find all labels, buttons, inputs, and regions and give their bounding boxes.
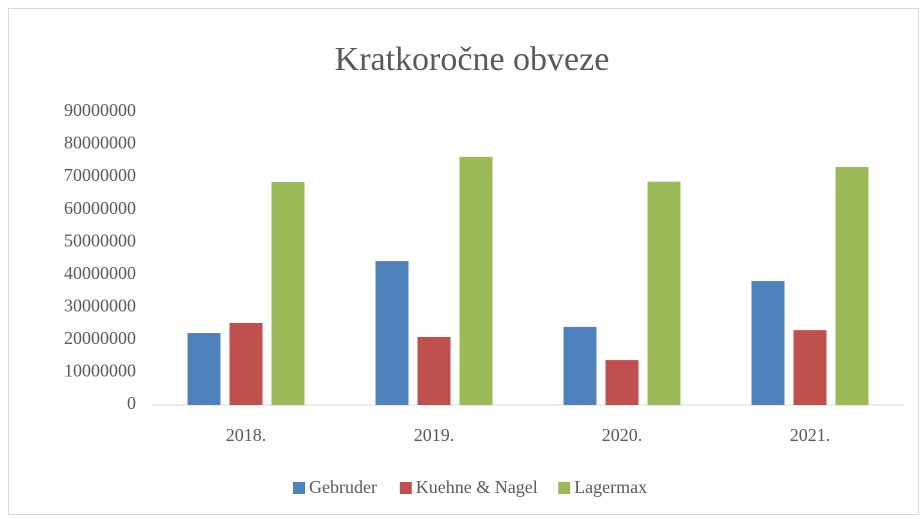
- bar: [271, 181, 305, 405]
- bar: [793, 330, 827, 405]
- bar: [417, 336, 451, 405]
- bar: [229, 322, 263, 405]
- chart-title: Kratkoročne obveze: [335, 41, 610, 78]
- y-tick-label: 40000000: [64, 263, 136, 283]
- y-tick-label: 50000000: [64, 230, 136, 250]
- y-tick-label: 90000000: [64, 100, 136, 120]
- legend-swatch: [558, 482, 571, 494]
- y-tick-label: 0: [127, 393, 136, 413]
- x-tick-label: 2020.: [602, 425, 643, 445]
- y-tick-label: 30000000: [64, 295, 136, 315]
- legend-swatch: [293, 482, 305, 494]
- y-tick-label: 70000000: [64, 165, 136, 185]
- y-tick-label: 60000000: [64, 198, 136, 218]
- x-tick-label: 2018.: [226, 425, 267, 445]
- x-tick-label: 2019.: [414, 425, 455, 445]
- bar: [647, 181, 681, 405]
- bar: [375, 261, 409, 405]
- y-tick-label: 10000000: [64, 361, 136, 381]
- bar: [563, 326, 597, 405]
- legend-label: Gebruder: [309, 477, 377, 497]
- bar: [835, 167, 869, 405]
- y-tick-label: 80000000: [64, 133, 136, 153]
- legend-swatch: [399, 482, 412, 494]
- bar: [605, 360, 639, 405]
- legend-label: Kuehne & Nagel: [416, 477, 538, 497]
- legend-label: Lagermax: [574, 477, 647, 497]
- bar: [751, 280, 785, 405]
- x-tick-label: 2021.: [790, 425, 831, 445]
- y-tick-label: 20000000: [64, 328, 136, 348]
- bar: [459, 156, 493, 405]
- bar: [187, 333, 221, 405]
